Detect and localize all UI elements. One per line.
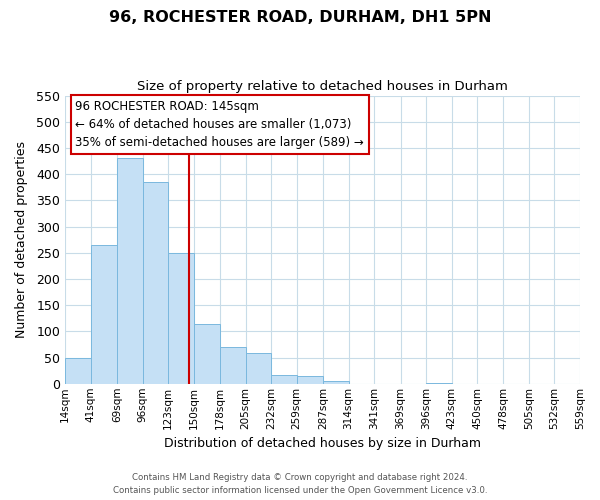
Bar <box>65 358 91 384</box>
Bar <box>91 245 117 384</box>
Bar <box>168 253 194 384</box>
Y-axis label: Number of detached properties: Number of detached properties <box>15 141 28 338</box>
Bar <box>271 375 296 384</box>
Bar <box>194 324 220 384</box>
Bar <box>296 376 323 384</box>
Text: 96, ROCHESTER ROAD, DURHAM, DH1 5PN: 96, ROCHESTER ROAD, DURHAM, DH1 5PN <box>109 10 491 25</box>
Bar <box>323 380 349 384</box>
Text: 96 ROCHESTER ROAD: 145sqm
← 64% of detached houses are smaller (1,073)
35% of se: 96 ROCHESTER ROAD: 145sqm ← 64% of detac… <box>76 100 364 149</box>
Bar <box>117 158 143 384</box>
Bar <box>220 347 245 384</box>
Bar <box>245 354 271 384</box>
Bar <box>143 182 168 384</box>
Text: Contains HM Land Registry data © Crown copyright and database right 2024.
Contai: Contains HM Land Registry data © Crown c… <box>113 474 487 495</box>
Title: Size of property relative to detached houses in Durham: Size of property relative to detached ho… <box>137 80 508 93</box>
Bar <box>426 383 452 384</box>
X-axis label: Distribution of detached houses by size in Durham: Distribution of detached houses by size … <box>164 437 481 450</box>
